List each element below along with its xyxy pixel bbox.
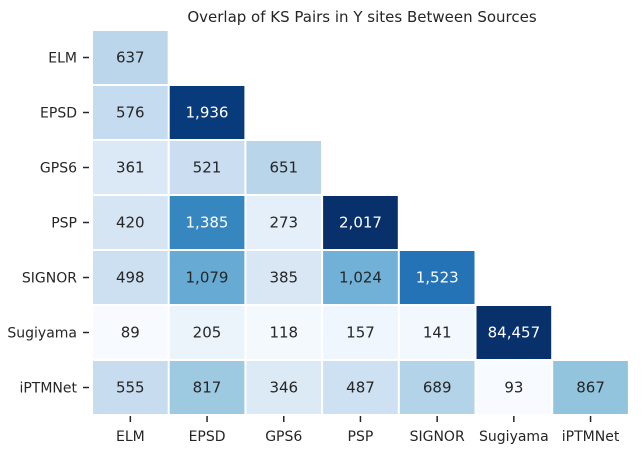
cell-value-label: 157 xyxy=(346,324,375,342)
cell-value-label: 521 xyxy=(193,159,222,177)
cell-value-label: 1,523 xyxy=(416,269,459,287)
y-tick-label: GPS6 xyxy=(40,161,77,177)
cell-value-label: 273 xyxy=(269,214,298,232)
y-tick-label: Sugiyama xyxy=(7,326,77,342)
x-tick-label: ELM xyxy=(116,429,145,445)
cell-value-label: 1,385 xyxy=(186,214,229,232)
cell-value-label: 346 xyxy=(269,379,298,397)
cell-value-label: 1,079 xyxy=(186,269,229,287)
x-tick-label: SIGNOR xyxy=(410,429,465,445)
cell-value-label: 487 xyxy=(346,379,375,397)
heatmap-cell-signor-psp xyxy=(323,251,398,304)
cell-value-label: 498 xyxy=(116,269,145,287)
heatmap-cell-iptmnet-iptmnet xyxy=(553,361,628,414)
cell-value-label: 555 xyxy=(116,379,145,397)
heatmap-cell-iptmnet-epsd xyxy=(169,361,245,414)
heatmap-cell-signor-signor xyxy=(399,251,475,304)
heatmap-cell-iptmnet-gps6 xyxy=(246,361,322,414)
y-tick-label: iPTMNet xyxy=(19,381,77,397)
heatmap-cell-sugiyama-elm xyxy=(93,306,168,359)
heatmap-cell-gps6-epsd xyxy=(169,141,245,194)
cell-value-label: 84,457 xyxy=(488,324,541,342)
cell-value-label: 2,017 xyxy=(339,214,382,232)
y-tick-label: PSP xyxy=(51,216,77,232)
cell-value-label: 1,024 xyxy=(339,269,382,287)
cell-value-label: 420 xyxy=(116,214,145,232)
heatmap-cell-psp-elm xyxy=(93,196,168,249)
cell-value-label: 1,936 xyxy=(186,104,229,122)
cell-value-label: 651 xyxy=(269,159,298,177)
chart-title: Overlap of KS Pairs in Y sites Between S… xyxy=(187,8,537,26)
heatmap-cell-elm-elm xyxy=(93,31,168,84)
heatmap-cells: 637 576 1,936 361 521 651 420 1,385 273 2,017 498 1… xyxy=(93,31,628,414)
y-axis: ELM EPSD GPS6 PSP SIGNOR Sugiyama iPTMNet xyxy=(7,51,89,397)
cell-value-label: 141 xyxy=(423,324,452,342)
heatmap-cell-signor-elm xyxy=(93,251,168,304)
heatmap-cell-signor-gps6 xyxy=(246,251,322,304)
cell-value-label: 118 xyxy=(269,324,298,342)
x-tick-label: GPS6 xyxy=(265,429,302,445)
x-tick-label: EPSD xyxy=(189,429,226,445)
x-tick-label: iPTMNet xyxy=(562,429,620,445)
heatmap-cell-iptmnet-elm xyxy=(93,361,168,414)
heatmap-cell-sugiyama-gps6 xyxy=(246,306,322,359)
heatmap-cell-psp-epsd xyxy=(169,196,245,249)
heatmap-cell-iptmnet-sugiyama xyxy=(476,361,552,414)
y-tick-label: SIGNOR xyxy=(22,271,77,287)
heatmap-cell-gps6-elm xyxy=(93,141,168,194)
heatmap-cell-sugiyama-signor xyxy=(399,306,475,359)
y-tick-label: EPSD xyxy=(40,106,77,122)
cell-value-label: 205 xyxy=(193,324,222,342)
heatmap-cell-iptmnet-signor xyxy=(399,361,475,414)
cell-value-label: 89 xyxy=(121,324,140,342)
cell-value-label: 576 xyxy=(116,104,145,122)
heatmap-cell-epsd-elm xyxy=(93,86,168,139)
heatmap-cell-sugiyama-psp xyxy=(323,306,398,359)
x-tick-label: Sugiyama xyxy=(479,429,549,445)
heatmap-cell-epsd-epsd xyxy=(169,86,245,139)
y-tick-label: ELM xyxy=(48,51,77,67)
heatmap-cell-sugiyama-epsd xyxy=(169,306,245,359)
heatmap-cell-sugiyama-sugiyama xyxy=(476,306,552,359)
cell-value-label: 385 xyxy=(269,269,298,287)
cell-value-label: 817 xyxy=(193,379,222,397)
x-axis: ELM EPSD GPS6 PSP SIGNOR Sugiyama iPTMNet xyxy=(116,416,620,445)
cell-value-label: 361 xyxy=(116,159,145,177)
heatmap-cell-psp-psp xyxy=(323,196,398,249)
heatmap-cell-gps6-gps6 xyxy=(246,141,322,194)
cell-value-label: 93 xyxy=(504,379,523,397)
heatmap-cell-iptmnet-psp xyxy=(323,361,398,414)
cell-value-label: 637 xyxy=(116,49,145,67)
heatmap-cell-signor-epsd xyxy=(169,251,245,304)
x-tick-label: PSP xyxy=(348,429,374,445)
cell-value-label: 867 xyxy=(576,379,605,397)
cell-value-label: 689 xyxy=(423,379,452,397)
heatmap-cell-psp-gps6 xyxy=(246,196,322,249)
